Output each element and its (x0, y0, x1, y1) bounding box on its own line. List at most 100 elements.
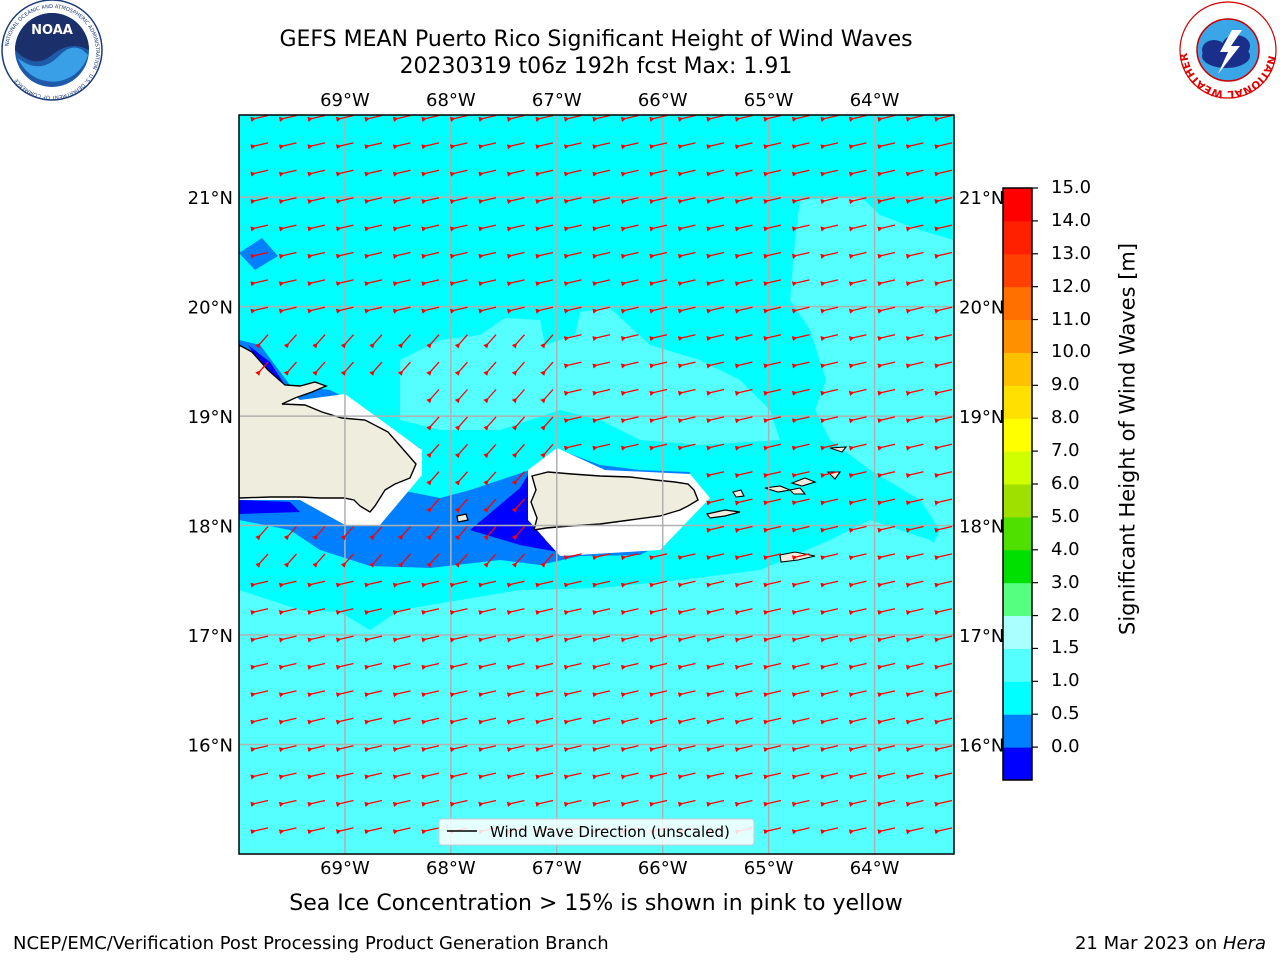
wave-direction-arrow (620, 279, 639, 287)
wave-direction-arrow (934, 115, 953, 122)
wave-direction-arrow (563, 580, 582, 588)
wave-direction-arrow (592, 717, 611, 725)
colorbar-title: Significant Height of Wind Waves [m] (1115, 242, 1140, 635)
lat-label-left: 20°N (188, 298, 233, 319)
wave-direction-arrow (677, 580, 696, 588)
wave-direction-arrow (250, 197, 269, 205)
wave-direction-arrow (934, 416, 953, 424)
wave-direction-arrow (307, 745, 326, 753)
wave-direction-arrow (820, 525, 839, 533)
wave-direction-arrow (449, 279, 468, 287)
wave-direction-arrow (364, 690, 383, 698)
wave-direction-arrow (791, 608, 810, 616)
wave-direction-arrow (905, 115, 924, 122)
wave-direction-arrow (335, 306, 354, 314)
wave-direction-arrow (563, 142, 582, 150)
wave-direction-arrow (307, 608, 326, 616)
wave-direction-arrow (763, 525, 782, 533)
wave-direction-arrow (421, 827, 440, 835)
wave-field-1p5-north (790, 196, 954, 620)
wave-direction-arrow (734, 197, 753, 205)
wave-direction-arrow (877, 471, 896, 479)
wave-direction-arrow (278, 608, 297, 616)
wave-direction-arrow (335, 142, 354, 150)
wave-direction-arrow (392, 690, 411, 698)
wave-direction-arrow (250, 772, 269, 780)
wave-direction-arrow (421, 690, 440, 698)
wave-direction-arrow (877, 251, 896, 259)
wave-direction-arrow (905, 251, 924, 259)
wave-direction-arrow (307, 827, 326, 835)
colorbar-segment (1003, 385, 1032, 419)
wave-direction-arrow (364, 251, 383, 259)
wave-direction-arrow (706, 525, 725, 533)
wave-direction-arrow (421, 115, 440, 122)
wave-direction-arrow (392, 608, 411, 616)
wave-direction-arrow (934, 525, 953, 533)
wave-direction-arrow (848, 224, 867, 232)
colorbar-tick-label: 12.0 (1051, 275, 1092, 297)
wave-direction-arrow (563, 635, 582, 643)
wave-direction-arrow (449, 608, 468, 616)
wave-direction-arrow (426, 443, 440, 459)
wave-direction-arrow (734, 443, 753, 451)
wave-direction-arrow (934, 279, 953, 287)
wave-direction-arrow (278, 635, 297, 643)
wave-direction-arrow (763, 717, 782, 725)
wave-direction-arrow (478, 169, 497, 177)
wave-direction-arrow (877, 717, 896, 725)
colorbar-tick-label: 1.0 (1051, 670, 1080, 692)
wave-direction-arrow (791, 553, 810, 561)
wave-direction-arrow (649, 169, 668, 177)
wave-direction-arrow (877, 799, 896, 807)
wave-direction-arrow (511, 553, 525, 568)
chart-subtitle: 20230319 t06z 192h fcst Max: 1.91 (399, 54, 793, 79)
wave-direction-arrow (397, 334, 411, 349)
wave-direction-arrow (449, 580, 468, 588)
wave-direction-arrow (307, 224, 326, 232)
wave-direction-arrow (426, 334, 440, 349)
wave-direction-arrow (677, 635, 696, 643)
wave-direction-arrow (905, 525, 924, 533)
wave-direction-arrow (364, 115, 383, 122)
wave-direction-arrow (820, 224, 839, 232)
wave-direction-arrow (848, 388, 867, 396)
wave-direction-arrow (250, 799, 269, 807)
wave-direction-arrow (506, 115, 525, 122)
wave-direction-arrow (649, 388, 668, 396)
wave-direction-arrow (791, 745, 810, 753)
wave-direction-arrow (307, 635, 326, 643)
wave-direction-arrow (649, 745, 668, 753)
wave-direction-arrow (934, 745, 953, 753)
colorbar-segment (1003, 648, 1032, 682)
wave-direction-arrow (483, 498, 497, 513)
wave-direction-arrow (250, 251, 269, 259)
wave-direction-arrow (734, 169, 753, 177)
wave-direction-arrow (763, 279, 782, 287)
wave-direction-arrow (506, 799, 525, 807)
wave-direction-arrow (820, 169, 839, 177)
wave-direction-arrow (563, 115, 582, 122)
map-plot-area (239, 115, 954, 854)
map-legend: Wind Wave Direction (unscaled) (438, 818, 755, 846)
wave-direction-arrow (734, 799, 753, 807)
wave-direction-arrow (877, 142, 896, 150)
lon-label-top: 69°W (320, 90, 370, 111)
mona-island (456, 513, 469, 523)
wave-direction-arrow (934, 498, 953, 506)
wave-direction-arrow (677, 745, 696, 753)
wave-direction-arrow (848, 416, 867, 424)
wave-direction-arrow (649, 416, 668, 424)
wave-direction-arrow (307, 115, 326, 122)
wave-direction-arrow (278, 690, 297, 698)
wave-direction-arrow (250, 306, 269, 314)
wave-direction-arrow (483, 471, 497, 486)
wave-direction-arrow (848, 306, 867, 314)
wave-direction-arrow (392, 306, 411, 314)
wave-direction-arrow (278, 745, 297, 753)
wave-direction-arrow (364, 635, 383, 643)
wave-direction-arrow (905, 388, 924, 396)
lat-labels-right: 21°N 20°N 19°N 18°N 17°N 16°N (959, 188, 1004, 756)
wave-direction-arrow (848, 361, 867, 369)
wave-direction-arrow (250, 224, 269, 232)
